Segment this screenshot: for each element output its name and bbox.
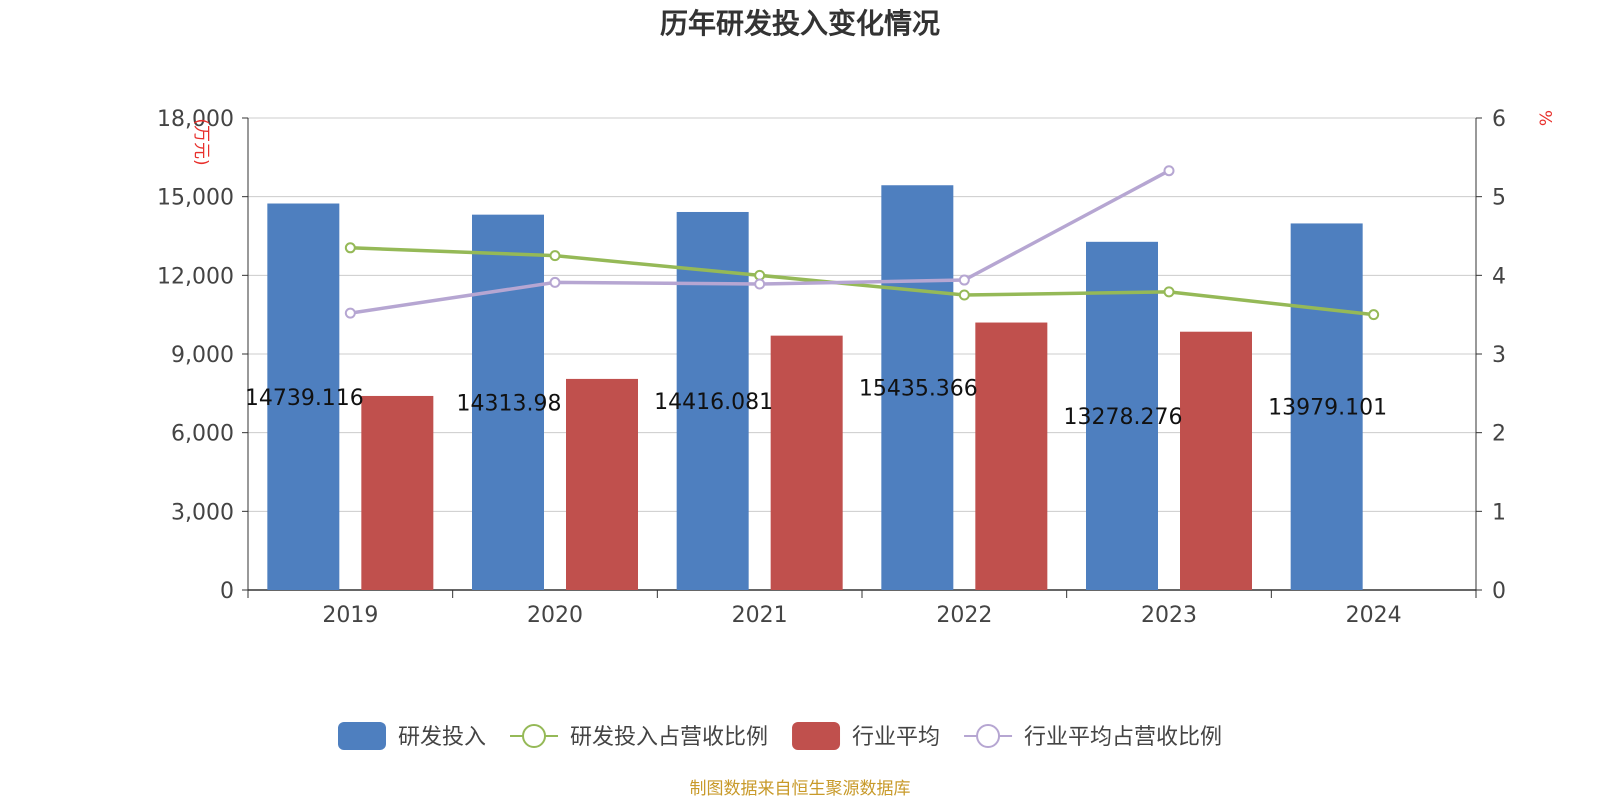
source-note: 制图数据来自恒生聚源数据库 <box>690 779 911 799</box>
data-label: 14416.081 <box>654 390 773 415</box>
legend-label: 行业平均 <box>852 725 940 750</box>
y-right-tick-label: 6 <box>1492 107 1506 132</box>
y-right-tick-label: 0 <box>1492 579 1506 604</box>
point-研发投入占营收比例 <box>1163 286 1175 298</box>
bar-行业平均 <box>566 378 638 590</box>
x-tick-label: 2022 <box>936 603 992 628</box>
point-行业平均占营收比例 <box>1163 165 1175 177</box>
legend-swatch-行业平均 <box>792 722 841 750</box>
y-left-tick-label: 15,000 <box>157 186 234 211</box>
legend: 研发投入 研发投入占营收比例 行业平均 行业平均占营收比例 <box>338 722 1222 750</box>
x-tick-label: 2024 <box>1346 603 1402 628</box>
point-研发投入占营收比例 <box>958 289 970 301</box>
bar-研发投入 <box>1290 223 1363 591</box>
bar-行业平均 <box>770 335 843 590</box>
line-marks <box>344 165 1380 321</box>
data-label: 13278.276 <box>1064 405 1183 430</box>
legend-marker-研发投入占营收比例 <box>522 724 547 748</box>
legend-label: 行业平均占营收比例 <box>1024 725 1222 750</box>
bar-研发投入 <box>472 214 544 590</box>
data-label: 14313.98 <box>457 391 562 416</box>
data-labels: 14739.116 14313.98 14416.081 15435.366 13278… <box>245 377 1387 430</box>
point-行业平均占营收比例 <box>958 274 970 286</box>
y-left-tick-label: 3,000 <box>171 500 234 525</box>
y-left-unit: (万元) <box>191 118 211 165</box>
y-right-tick-label: 4 <box>1492 264 1506 289</box>
legend-label: 研发投入 <box>398 725 486 750</box>
x-tick-label: 2020 <box>527 603 583 628</box>
bar-行业平均 <box>361 395 434 590</box>
y-left-tick-label: 0 <box>220 579 234 604</box>
point-研发投入占营收比例 <box>344 242 356 254</box>
axes: 0 3,000 6,000 9,000 12,000 15,000 18,000 0 1 2 3 4 5… <box>157 107 1506 628</box>
x-tick-label: 2019 <box>322 603 378 628</box>
bar-行业平均 <box>1180 331 1252 590</box>
legend-swatch-研发投入 <box>338 722 386 750</box>
point-行业平均占营收比例 <box>754 278 766 290</box>
x-tick-label: 2021 <box>732 603 788 628</box>
point-行业平均占营收比例 <box>549 276 561 288</box>
bar-研发投入 <box>676 211 749 590</box>
x-tick-label: 2023 <box>1141 603 1197 628</box>
y-right-tick-label: 3 <box>1492 343 1506 368</box>
y-right-tick-label: 1 <box>1492 500 1506 525</box>
y-right-tick-label: 5 <box>1492 186 1506 211</box>
point-行业平均占营收比例 <box>344 307 356 319</box>
point-研发投入占营收比例 <box>754 269 766 281</box>
bar-marks <box>267 185 1363 591</box>
line-研发投入占营收比例 <box>350 246 1374 317</box>
legend-marker-行业平均占营收比例 <box>976 724 1001 748</box>
y-left-tick-label: 12,000 <box>157 264 234 289</box>
bar-研发投入 <box>267 203 340 590</box>
point-研发投入占营收比例 <box>549 250 561 262</box>
y-right-unit: % <box>1537 110 1557 126</box>
legend-label: 研发投入占营收比例 <box>570 725 768 750</box>
y-right-tick-label: 2 <box>1492 422 1506 447</box>
data-label: 15435.366 <box>859 377 978 402</box>
y-left-tick-label: 9,000 <box>171 343 234 368</box>
bar-研发投入 <box>881 185 954 590</box>
chart-title: 历年研发投入变化情况 <box>660 7 940 40</box>
point-研发投入占营收比例 <box>1368 309 1380 321</box>
data-label: 14739.116 <box>245 386 364 411</box>
grid-lines <box>248 117 1476 512</box>
data-label: 13979.101 <box>1268 396 1387 421</box>
bar-行业平均 <box>975 322 1048 590</box>
bar-研发投入 <box>1086 241 1158 591</box>
y-left-tick-label: 6,000 <box>171 422 234 447</box>
y-left-tick-label: 18,000 <box>157 107 234 132</box>
